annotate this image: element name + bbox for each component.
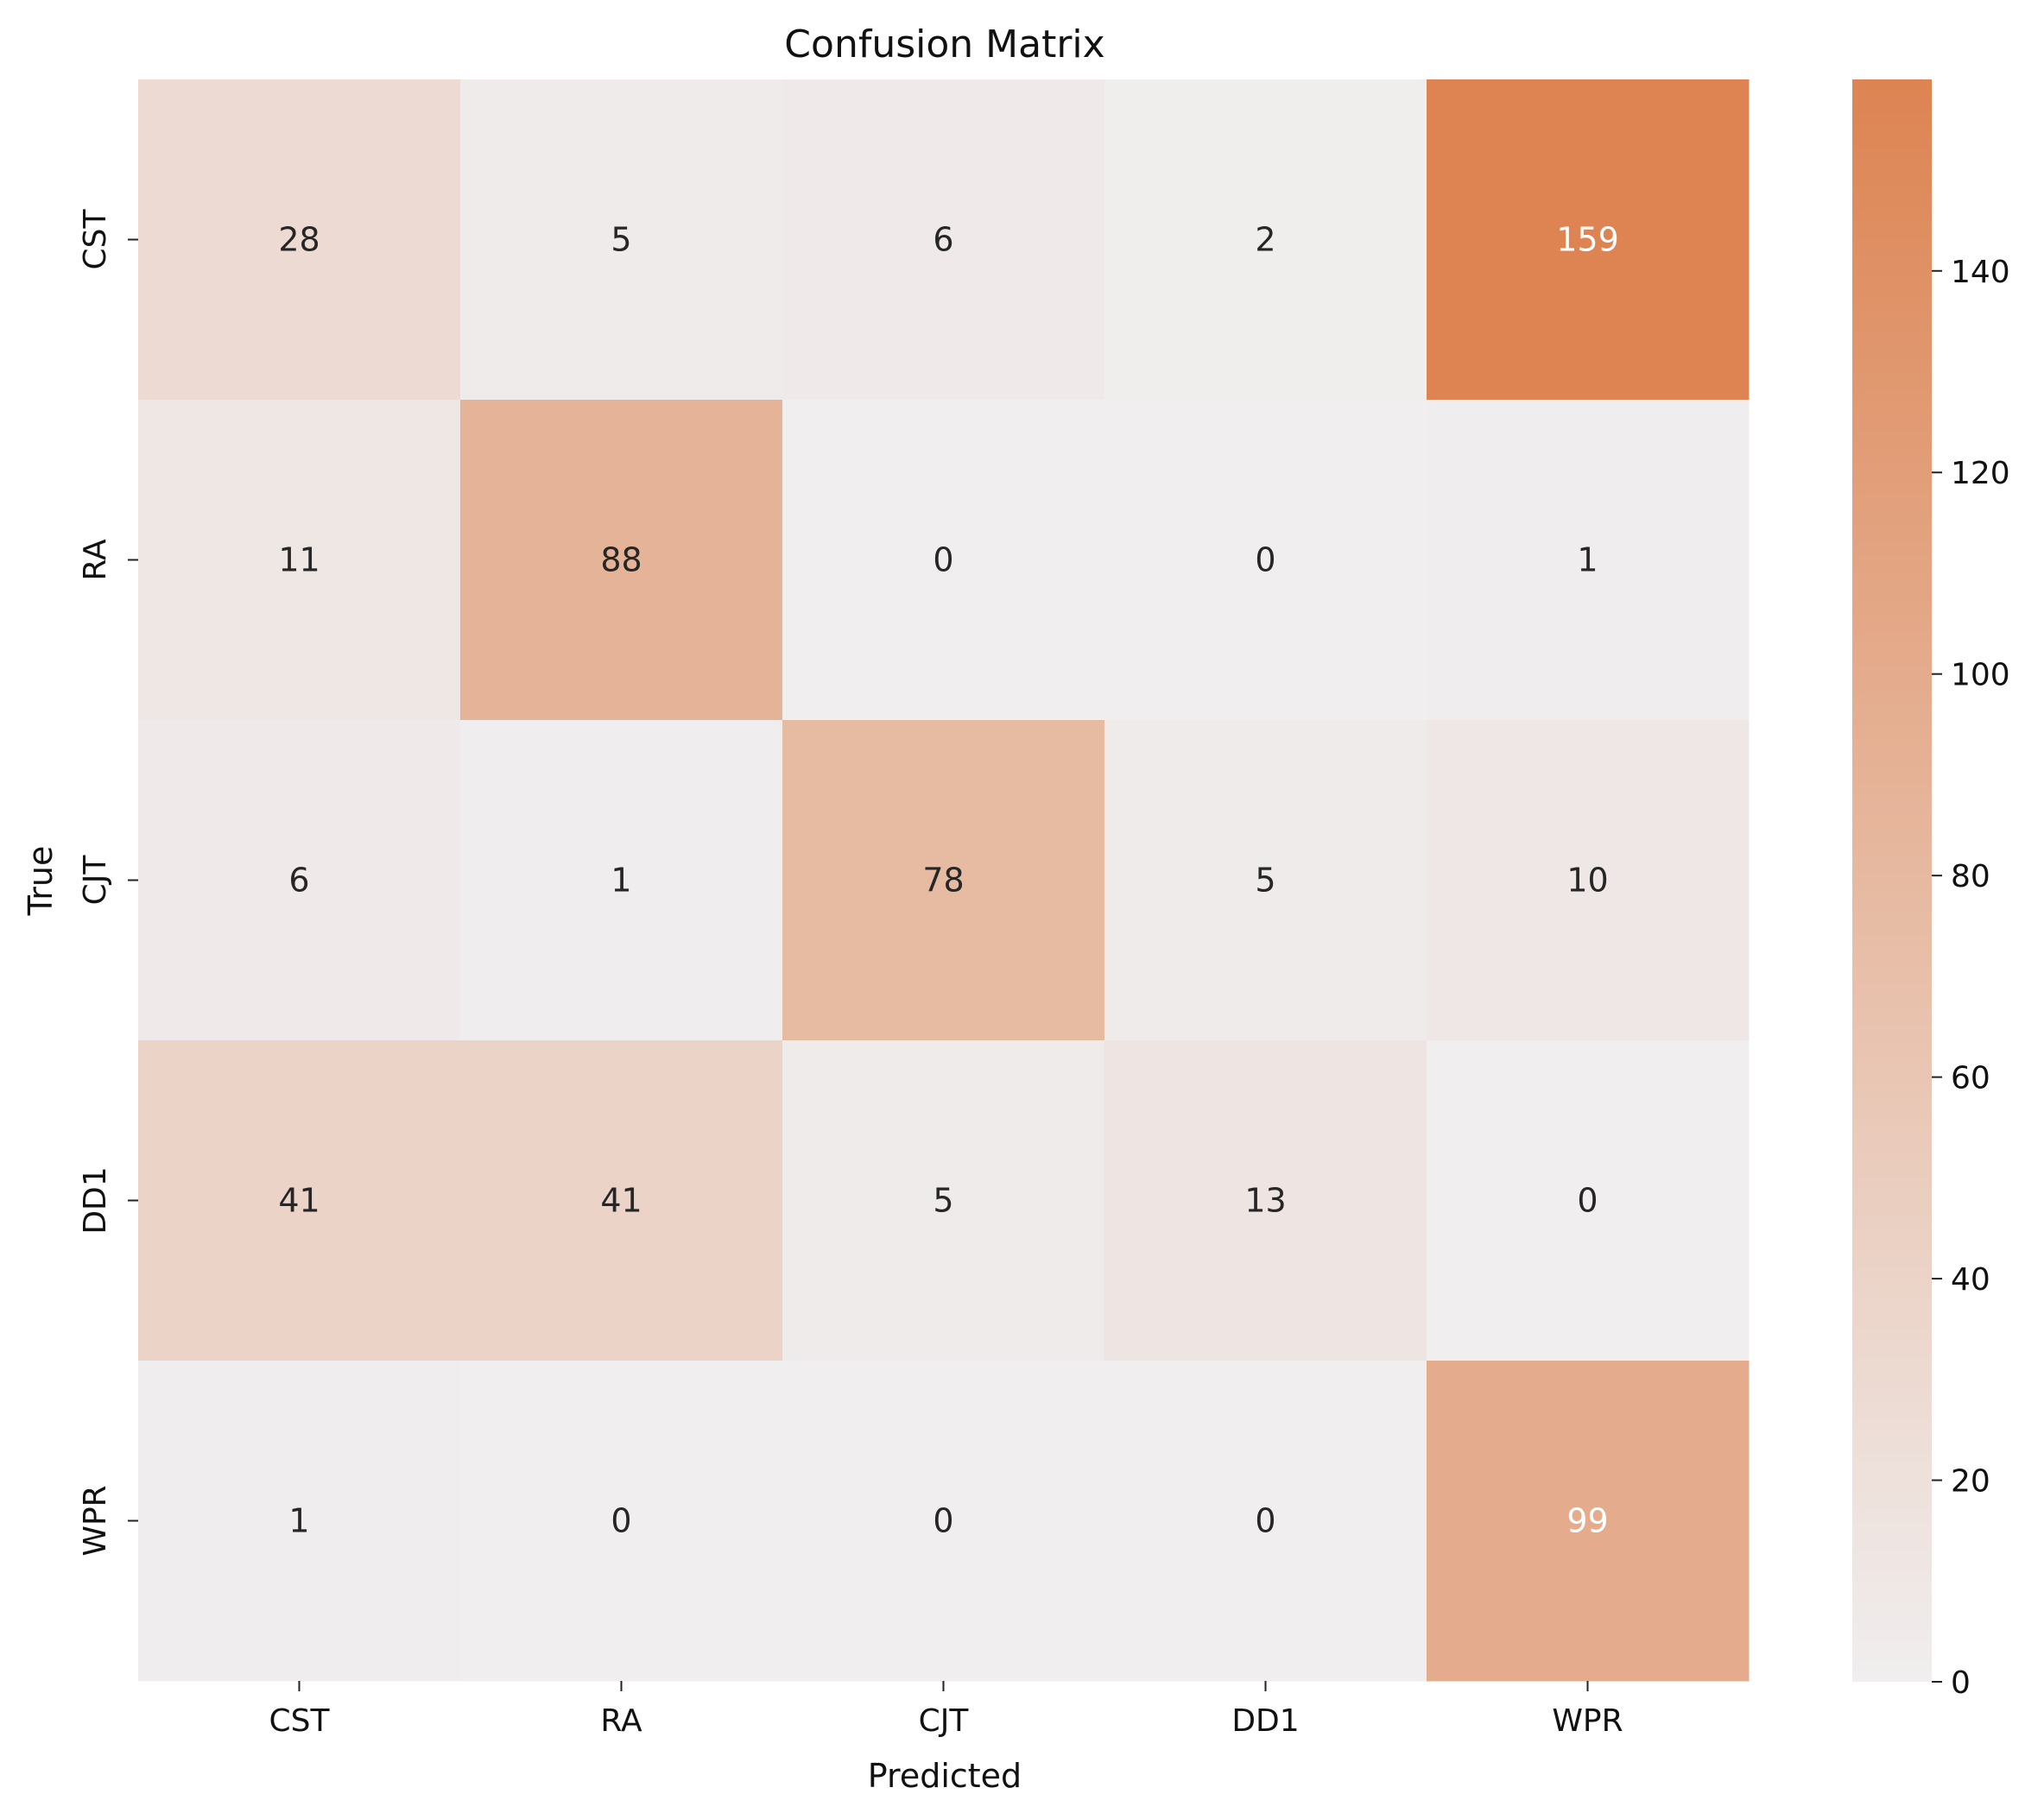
cell-value-label: 6: [933, 221, 953, 259]
x-axis-label: Predicted: [868, 1757, 1022, 1795]
heatmap-cell: [138, 79, 461, 401]
y-axis: CST RA CJT DD1 WPR: [78, 209, 138, 1557]
cell-value-label: 0: [611, 1502, 631, 1540]
cell-value-label: 5: [611, 221, 631, 259]
x-tick-label: WPR: [1552, 1703, 1623, 1739]
colorbar: [1852, 79, 1932, 1682]
cell-value-label: 1: [1577, 541, 1598, 579]
heatmap-cell: [460, 720, 783, 1041]
heatmap-cell: [460, 400, 783, 721]
x-tick-label: CST: [269, 1703, 331, 1739]
colorbar-tick-label: 100: [1951, 658, 2010, 693]
heatmap-cell: [782, 720, 1105, 1041]
heatmap-cell: [782, 1361, 1105, 1682]
x-tick-label: DD1: [1231, 1703, 1299, 1739]
colorbar-tick-label: 20: [1951, 1464, 1990, 1500]
heatmap-cell: [138, 1361, 461, 1682]
heatmap-cell: [1427, 400, 1750, 721]
cell-value-label: 5: [933, 1182, 953, 1220]
heatmap-cell: [1427, 1361, 1750, 1682]
heatmap-cell: [1104, 720, 1427, 1041]
colorbar-tick-label: 120: [1951, 456, 2010, 491]
y-tick-label: CJT: [78, 855, 113, 906]
cell-value-label: 0: [1255, 1502, 1275, 1540]
heatmap-cell: [1104, 1040, 1427, 1361]
colorbar-axis: 0 20 40 60 80 100 120 140: [1932, 255, 2010, 1701]
heatmap-cell: [460, 1040, 783, 1361]
cell-value-label: 88: [600, 541, 642, 579]
y-tick-label: WPR: [78, 1485, 113, 1556]
cell-value-label: 0: [1577, 1182, 1598, 1220]
y-tick-label: DD1: [78, 1166, 113, 1234]
heatmap-cell: [1427, 79, 1750, 401]
chart-title: Confusion Matrix: [784, 22, 1104, 66]
heatmap-cell: [460, 1361, 783, 1682]
colorbar-tick-label: 40: [1951, 1262, 1990, 1298]
cell-value-label: 28: [278, 221, 320, 259]
cell-value-label: 10: [1566, 862, 1608, 900]
cell-value-label: 2: [1255, 221, 1275, 259]
cell-value-label: 13: [1244, 1182, 1286, 1220]
cell-value-label: 1: [611, 862, 631, 900]
y-tick-label: CST: [78, 209, 113, 270]
heatmap-cell: [138, 720, 461, 1041]
y-axis-label: True: [22, 846, 60, 917]
heatmap-cell: [782, 400, 1105, 721]
cell-value-label: 0: [933, 541, 953, 579]
x-tick-label: RA: [600, 1703, 642, 1739]
cell-value-label: 5: [1255, 862, 1275, 900]
cell-value-label: 1: [288, 1502, 309, 1540]
x-tick-label: CJT: [919, 1703, 970, 1739]
x-axis: CST RA CJT DD1 WPR: [269, 1681, 1623, 1739]
cell-value-label: 0: [1255, 541, 1275, 579]
cell-value-label: 78: [922, 862, 964, 900]
colorbar-tick-label: 140: [1951, 255, 2010, 290]
cell-value-label: 41: [600, 1182, 642, 1220]
heatmap-cell: [782, 1040, 1105, 1361]
heatmap-cell: [1104, 1361, 1427, 1682]
cell-value-label: 159: [1556, 221, 1619, 259]
colorbar-tick-label: 80: [1951, 859, 1990, 894]
cell-value-label: 99: [1566, 1502, 1608, 1540]
cell-value-label: 0: [933, 1502, 953, 1540]
heatmap-cell: [138, 400, 461, 721]
cell-value-label: 41: [278, 1182, 320, 1220]
heatmap-cell: [460, 79, 783, 401]
heatmap-cell: [1427, 720, 1750, 1041]
heatmap-cell: [1104, 79, 1427, 401]
heatmap-cell: [1427, 1040, 1750, 1361]
cell-value-label: 6: [288, 862, 309, 900]
heatmap-cell: [138, 1040, 461, 1361]
colorbar-tick-label: 0: [1951, 1665, 1971, 1701]
heatmap-cell: [1104, 400, 1427, 721]
heatmap-cell: [782, 79, 1105, 401]
y-tick-label: RA: [78, 539, 113, 581]
cell-value-label: 11: [278, 541, 320, 579]
colorbar-tick-label: 60: [1951, 1061, 1990, 1096]
